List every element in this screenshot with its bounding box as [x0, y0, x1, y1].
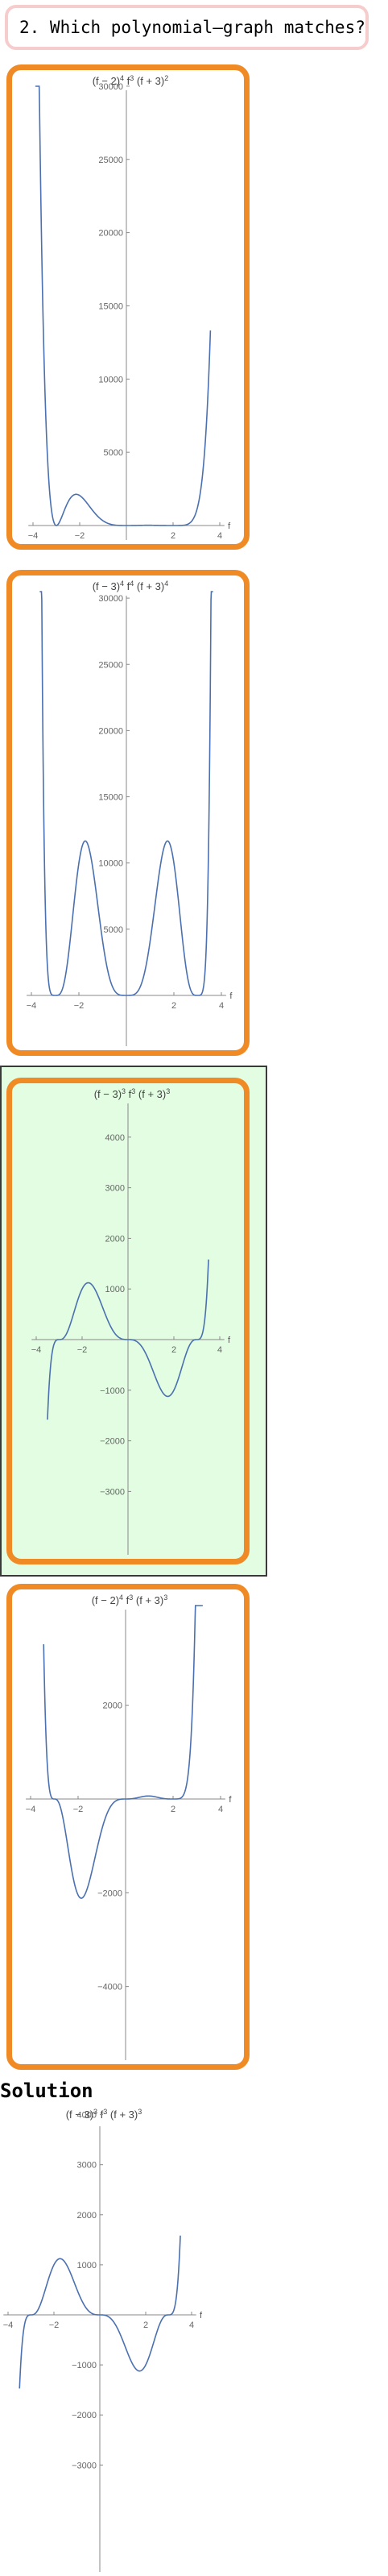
y-tick-label: −2000 — [72, 2411, 97, 2420]
choice-option-4[interactable]: (f − 2)4 f3 (f + 3)3 f 2000 −2000 −4000 −4 −2 2… — [6, 1584, 250, 2070]
y-tick-label: 2000 — [105, 1234, 125, 1244]
polynomial-plot: (f − 3)4 f4 (f + 3)4f3000025000200001500… — [27, 580, 233, 1046]
y-tick-label: 20000 — [98, 229, 123, 239]
question-box: 2. Which polynomial–graph matches? — [5, 5, 369, 50]
y-tick-label: 4000 — [77, 2111, 97, 2121]
plot-formula: (f − 3)3 f3 (f + 3)3 — [94, 1087, 171, 1100]
x-tick-label: −2 — [75, 531, 85, 541]
polynomial-plot: (f − 2)4 f3 (f + 3)2f3000025000200001500… — [28, 74, 231, 541]
y-tick-label: 10000 — [98, 375, 123, 384]
solution-plot: (f − 3)3 f3 (f + 3)3 f 4000 3000 2000 1000 −10… — [0, 2104, 241, 2576]
y-tick-label: 25000 — [98, 660, 123, 670]
x-tick-label: 2 — [171, 1345, 176, 1355]
polynomial-curve — [19, 2235, 181, 2389]
y-tick-label: 15000 — [98, 301, 123, 311]
x-axis-label: f — [229, 991, 233, 1001]
choice-option-2[interactable]: (f − 3)4 f4 (f + 3)4 f 30000 25000 20000 1500… — [6, 570, 250, 1056]
y-tick-label: −4000 — [97, 1983, 122, 1992]
x-tick-label: −4 — [3, 2320, 14, 2330]
y-tick-label: 1000 — [105, 1285, 125, 1294]
plot-formula: (f − 3)4 f4 (f + 3)4 — [93, 580, 169, 592]
y-tick-label: 30000 — [98, 82, 123, 92]
y-tick-label: 5000 — [104, 925, 123, 935]
polynomial-curve — [47, 1259, 209, 1420]
choice-option-3[interactable]: (f − 3)3 f3 (f + 3)3 f 4000 3000 2000 1000 −10… — [6, 1078, 250, 1564]
x-tick-label: −2 — [49, 2320, 60, 2330]
x-axis-label: f — [229, 1795, 232, 1805]
x-tick-label: −2 — [74, 1001, 85, 1011]
x-axis-label: f — [228, 521, 231, 531]
y-tick-label: 20000 — [98, 726, 123, 736]
y-tick-label: 3000 — [77, 2161, 97, 2171]
polynomial-curve — [43, 1605, 203, 1899]
x-tick-label: 2 — [171, 1001, 176, 1011]
x-tick-label: 2 — [171, 1805, 175, 1814]
y-tick-label: −1000 — [72, 2361, 97, 2370]
plot-formula: (f − 2)4 f3 (f + 3)2 — [93, 74, 169, 87]
correct-answer-highlight — [0, 1066, 267, 1577]
x-tick-label: −4 — [31, 1345, 42, 1355]
y-tick-label: −1000 — [100, 1386, 125, 1396]
choice-option-1[interactable]: (f − 2)4 f3 (f + 3)2 f 30000 25000 20000 1500… — [6, 64, 250, 550]
y-tick-label: 2000 — [77, 2211, 97, 2221]
y-tick-label: −2000 — [100, 1437, 125, 1447]
y-tick-label: −3000 — [100, 1487, 125, 1497]
x-tick-label: −2 — [77, 1345, 88, 1355]
polynomial-plot: (f − 3)3 f3 (f + 3)3 f 4000 3000 2000 1000 −10… — [31, 1087, 231, 1555]
x-axis-label: f — [228, 1336, 231, 1345]
y-tick-label: 30000 — [98, 594, 123, 604]
solution-title: Solution — [0, 2079, 93, 2102]
y-tick-label: −2000 — [97, 1888, 122, 1898]
x-tick-label: −4 — [26, 1805, 36, 1814]
y-tick-label: 4000 — [105, 1133, 125, 1143]
question-text: 2. Which polynomial–graph matches? — [19, 18, 365, 37]
y-tick-label: 15000 — [98, 793, 123, 803]
y-tick-label: 10000 — [98, 859, 123, 869]
plot-formula: (f − 2)4 f3 (f + 3)3 — [92, 1593, 168, 1606]
x-tick-label: −4 — [28, 531, 39, 541]
y-tick-label: 2000 — [103, 1701, 122, 1711]
polynomial-curve — [39, 591, 213, 996]
x-tick-label: 2 — [143, 2320, 148, 2330]
y-tick-label: 1000 — [77, 2261, 97, 2271]
y-tick-label: 5000 — [104, 448, 123, 458]
x-tick-label: 2 — [171, 531, 175, 541]
x-tick-label: 4 — [218, 1805, 223, 1814]
y-tick-label: −3000 — [72, 2461, 97, 2470]
polynomial-curve — [35, 85, 212, 526]
x-tick-label: 4 — [217, 531, 222, 541]
x-tick-label: 4 — [189, 2320, 194, 2330]
y-tick-label: 25000 — [98, 156, 123, 165]
x-tick-label: 4 — [219, 1001, 224, 1011]
x-axis-label: f — [200, 2311, 203, 2320]
polynomial-plot: (f − 3)3 f3 (f + 3)3f4000300020001000−10… — [3, 2108, 203, 2572]
polynomial-plot: (f − 2)4 f3 (f + 3)3 f 2000 −2000 −4000 −4 −2 2… — [26, 1593, 232, 2060]
y-tick-label: 3000 — [105, 1184, 125, 1194]
x-tick-label: −4 — [27, 1001, 37, 1011]
x-tick-label: −2 — [73, 1805, 84, 1814]
x-tick-label: 4 — [217, 1345, 222, 1355]
